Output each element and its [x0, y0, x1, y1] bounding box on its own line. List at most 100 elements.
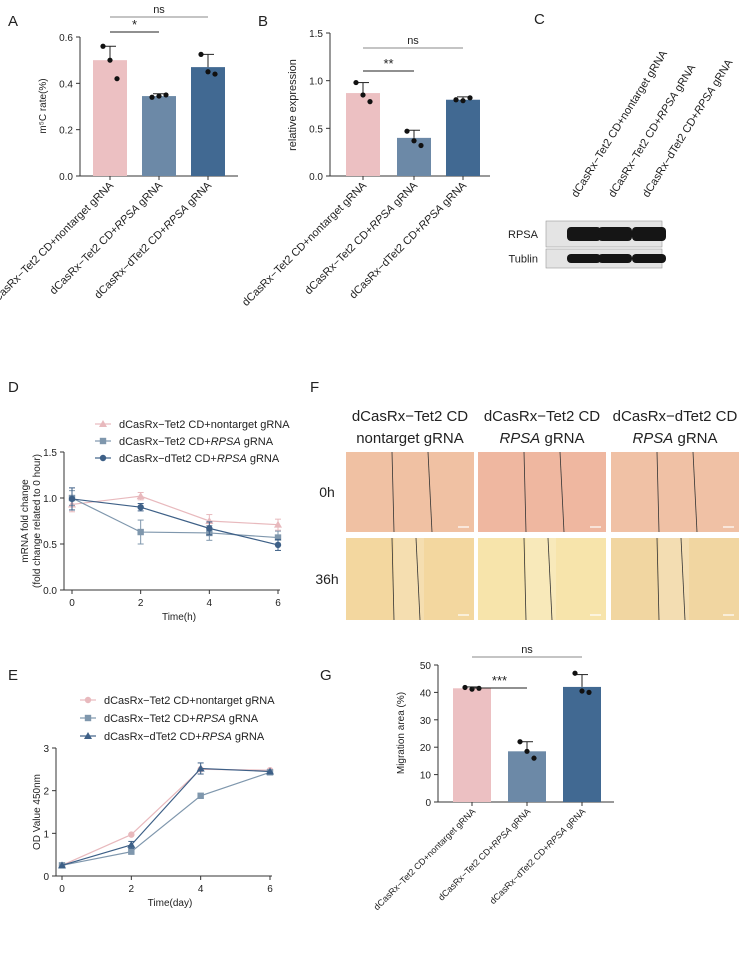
- panel-a-data-point: [205, 69, 211, 75]
- panel-g-ns-label: ns: [521, 644, 533, 656]
- panel-g-bar: [453, 688, 491, 802]
- blot-band: [598, 254, 632, 263]
- panel-b-ns-label: ns: [407, 35, 419, 47]
- panel-letter-a: A: [8, 13, 18, 30]
- panel-d-data-marker: [274, 534, 282, 541]
- panel-g-data-point: [517, 739, 523, 745]
- panel-g-data-point: [531, 755, 537, 761]
- panel-e-legend-label-part-0: dCasRx−dTet2 CD+: [104, 731, 202, 743]
- panel-e-data-marker: [128, 831, 135, 838]
- panel-d-legend-label: dCasRx−Tet2 CD+RPSA gRNA: [119, 436, 274, 448]
- panel-d-y-axis-subtitle: (fold change related to 0 hour): [32, 454, 43, 588]
- blot-lane-label-part-2: gRNA: [671, 62, 699, 96]
- panel-g-y-tick-label: 10: [420, 771, 432, 782]
- panel-d-legend-marker: [99, 420, 107, 427]
- panel-e-legend-label-part-2: gRNA: [232, 731, 265, 743]
- panel-a-y-axis-title: m⁵C rate(%): [38, 78, 49, 133]
- wound-column-subtitle: nontarget gRNA: [356, 430, 464, 447]
- panel-g-y-tick-label: 20: [420, 743, 432, 754]
- panel-a-data-point: [107, 57, 113, 63]
- panel-g-category-label-part-2: gRNA: [562, 806, 588, 832]
- wound-column-subtitle-part-1: RPSA: [499, 430, 540, 447]
- panel-d-legend-label: dCasRx−dTet2 CD+RPSA gRNA: [119, 453, 280, 465]
- panel-a-y-tick-label: 0.6: [59, 33, 73, 44]
- panel-b-y-tick-label: 1.5: [309, 29, 323, 40]
- panel-a-category-label-part-2: gRNA: [134, 179, 166, 211]
- panel-g-bar: [508, 751, 546, 802]
- panel-d-legend-label-part-1: RPSA: [217, 453, 247, 465]
- panel-b-data-point: [360, 92, 366, 98]
- panel-g-y-tick-label: 0: [425, 798, 431, 809]
- panel-d-x-tick-label: 0: [69, 598, 75, 609]
- panel-e-legend-label-part-0: dCasRx−Tet2 CD+nontarget gRNA: [104, 695, 275, 707]
- panel-b-y-tick-label: 1.0: [309, 77, 323, 88]
- blot-row-label: Tublin: [508, 254, 538, 266]
- panel-e-legend-label: dCasRx−dTet2 CD+RPSA gRNA: [104, 731, 265, 743]
- panel-letter-b: B: [258, 13, 268, 30]
- panel-letter-d: D: [8, 379, 19, 396]
- panel-b-bar: [346, 93, 380, 176]
- panel-e-legend-label-part-1: RPSA: [196, 713, 226, 725]
- panel-e-series-line: [61, 767, 271, 866]
- wound-edge-line: [391, 537, 395, 621]
- panel-letter-c: C: [534, 11, 545, 28]
- panel-d-data-marker: [136, 492, 145, 500]
- panel-e-legend-label-part-1: RPSA: [202, 731, 232, 743]
- wound-column-title: dCasRx−Tet2 CD: [484, 408, 600, 425]
- wound-column-subtitle-part-1: RPSA: [632, 430, 673, 447]
- panel-b-y-tick-label: 0.0: [309, 172, 323, 183]
- panel-d-legend-label-part-2: gRNA: [247, 453, 280, 465]
- panel-d-data-marker: [206, 525, 213, 532]
- panel-b-y-axis-title: relative expression: [287, 59, 299, 151]
- wound-column-subtitle: RPSA gRNA: [499, 430, 584, 447]
- panel-d-y-tick-label: 0.5: [43, 540, 57, 551]
- wound-edge-line: [415, 537, 421, 621]
- panel-e-series-line: [61, 768, 271, 866]
- panel-a-category-label-part-2: gRNA: [183, 179, 215, 211]
- panel-e-x-tick-label: 4: [198, 884, 204, 895]
- panel-d-y-tick-label: 0.0: [43, 586, 57, 597]
- panel-a-bar: [191, 67, 225, 176]
- panel-b-data-point: [367, 99, 373, 105]
- wound-column-subtitle: RPSA gRNA: [632, 430, 717, 447]
- panel-a-data-point: [156, 93, 162, 99]
- panel-g-data-point: [572, 670, 578, 676]
- wound-micrograph: [478, 452, 606, 532]
- panel-g-category-label: dCasRx−Tet2 CD+RPSA gRNA: [436, 806, 532, 902]
- wound-edge-line: [656, 451, 660, 533]
- panel-d-legend-label-part-1: RPSA: [211, 436, 241, 448]
- panel-e-data-marker: [196, 764, 205, 772]
- panel-e-x-tick-label: 2: [129, 884, 135, 895]
- panel-e-legend-label-part-0: dCasRx−Tet2 CD+: [104, 713, 196, 725]
- panel-e-series-line: [61, 771, 271, 866]
- panel-e-data-marker: [197, 792, 204, 799]
- panel-e-legend-label-part-2: gRNA: [226, 713, 259, 725]
- panel-b-data-point: [418, 142, 424, 149]
- blot-band: [632, 227, 666, 241]
- panel-a-data-point: [212, 71, 218, 77]
- wound-edge-line: [391, 451, 395, 533]
- wound-column-subtitle-part-2: gRNA: [673, 430, 717, 447]
- panel-g-category-label: dCasRx−Tet2 CD+nontarget gRNA: [372, 806, 478, 912]
- panel-g-category-label-part-0: dCasRx−dTet2 CD+: [488, 842, 552, 906]
- panel-e-y-axis-title: OD Value 450nm: [32, 774, 43, 850]
- panel-g-category-label-part-0: dCasRx−Tet2 CD+: [436, 842, 496, 902]
- panel-c-western-blot: dCasRx−Tet2 CD+nontarget gRNAdCasRx−Tet2…: [508, 48, 736, 269]
- wound-micrograph: [611, 538, 739, 620]
- panel-b-category-label-part-2: gRNA: [438, 179, 470, 211]
- panel-e-x-tick-label: 0: [59, 884, 65, 895]
- panel-letter-e: E: [8, 667, 18, 684]
- panel-e-y-tick-label: 1: [43, 829, 49, 840]
- blot-band: [598, 227, 632, 241]
- blot-row-label: RPSA: [508, 229, 539, 241]
- panel-e-x-tick-label: 6: [267, 884, 273, 895]
- panel-g-data-point: [462, 684, 468, 691]
- wound-edge-line: [680, 537, 686, 621]
- panel-d-legend-label-part-0: dCasRx−Tet2 CD+nontarget gRNA: [119, 419, 290, 431]
- panel-d-x-tick-label: 6: [275, 598, 281, 609]
- panel-e-data-marker: [127, 840, 136, 848]
- panel-g-data-point: [586, 689, 592, 696]
- panel-d-data-marker: [137, 528, 144, 536]
